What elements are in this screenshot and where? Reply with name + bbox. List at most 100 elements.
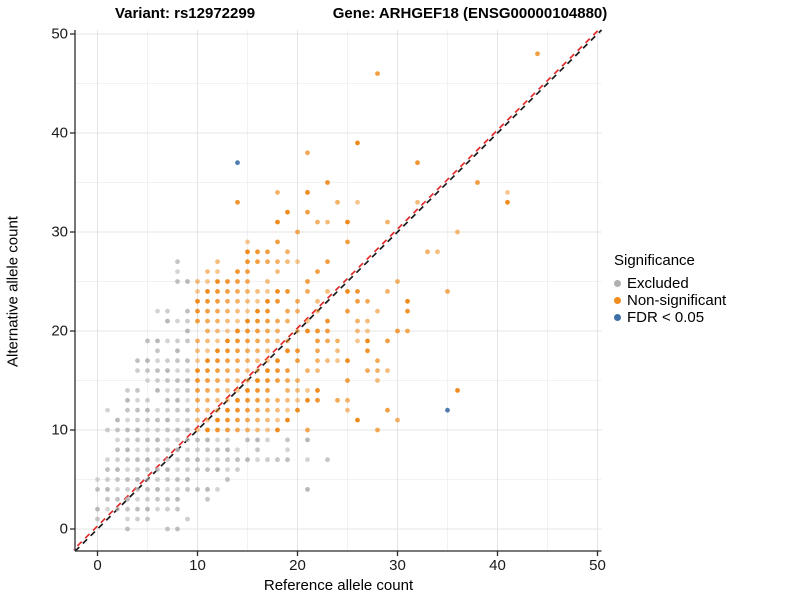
data-point: [125, 407, 130, 413]
data-point: [295, 259, 300, 265]
data-point: [285, 397, 290, 403]
data-point: [305, 437, 310, 443]
data-point: [275, 417, 280, 423]
data-point: [195, 308, 200, 314]
data-point: [175, 259, 180, 265]
data-point: [325, 259, 330, 265]
data-point: [305, 397, 310, 403]
data-point: [185, 368, 190, 373]
data-point: [205, 447, 210, 453]
data-point: [325, 338, 330, 344]
data-point: [185, 467, 190, 472]
data-point: [325, 358, 330, 364]
data-point: [265, 348, 270, 354]
data-point: [235, 308, 240, 314]
data-point: [165, 506, 170, 512]
data-point: [235, 397, 240, 403]
data-point: [505, 199, 510, 205]
data-point: [155, 447, 160, 453]
data-point: [235, 338, 240, 344]
data-point: [285, 447, 290, 453]
data-point: [315, 298, 320, 304]
data-point: [165, 526, 170, 532]
data-point: [255, 348, 260, 354]
data-point: [125, 397, 130, 403]
data-point: [125, 457, 130, 463]
data-point: [165, 496, 170, 502]
data-point: [245, 249, 250, 255]
data-point: [375, 378, 380, 383]
data-point: [245, 358, 250, 364]
data-point: [265, 388, 270, 393]
data-point: [105, 487, 110, 492]
identity-line: [72, 27, 603, 552]
data-point: [255, 259, 260, 265]
data-point: [345, 219, 350, 225]
data-point: [95, 516, 100, 522]
data-point: [215, 467, 220, 472]
data-point: [175, 457, 180, 463]
data-point: [205, 358, 210, 364]
data-point: [105, 457, 110, 463]
data-point: [135, 447, 140, 453]
data-point: [255, 447, 260, 453]
data-point: [185, 318, 190, 324]
data-point: [315, 358, 320, 364]
data-point: [295, 298, 300, 304]
data-point: [145, 496, 150, 502]
data-point: [205, 348, 210, 354]
data-point: [265, 378, 270, 383]
data-point: [265, 249, 270, 255]
data-point: [265, 308, 270, 314]
data-point: [175, 397, 180, 403]
data-point: [215, 279, 220, 284]
x-tick-label: 0: [93, 557, 102, 574]
legend-item-excluded: Excluded: [614, 275, 726, 292]
data-point: [275, 328, 280, 334]
data-point: [205, 407, 210, 413]
data-point: [275, 378, 280, 383]
data-point: [355, 199, 360, 205]
data-point: [115, 427, 120, 433]
data-point: [265, 407, 270, 413]
data-point: [245, 427, 250, 433]
data-point: [165, 417, 170, 423]
data-point: [385, 407, 390, 413]
data-point: [175, 467, 180, 472]
data-point: [245, 378, 250, 383]
data-point: [225, 417, 230, 423]
gridlines: [75, 30, 602, 551]
data-point: [155, 496, 160, 502]
data-point: [425, 249, 430, 255]
data-point: [105, 496, 110, 502]
data-point: [245, 298, 250, 304]
data-point: [385, 219, 390, 225]
data-point: [145, 378, 150, 383]
data-point: [305, 487, 310, 492]
data-point: [175, 279, 180, 284]
data-point: [345, 239, 350, 245]
data-point: [365, 368, 370, 373]
data-point: [115, 477, 120, 482]
data-point: [215, 298, 220, 304]
data-point: [305, 318, 310, 324]
data-point: [265, 437, 270, 443]
data-point: [395, 279, 400, 284]
data-point: [145, 417, 150, 423]
data-point: [205, 457, 210, 463]
data-point: [205, 467, 210, 472]
data-point: [275, 298, 280, 304]
data-point: [275, 269, 280, 274]
data-point: [245, 259, 250, 265]
data-point: [395, 328, 400, 334]
data-point: [195, 388, 200, 393]
data-point: [145, 487, 150, 492]
data-point: [195, 457, 200, 463]
data-point: [165, 477, 170, 482]
data-point: [195, 298, 200, 304]
data-point: [235, 298, 240, 304]
data-point: [225, 407, 230, 413]
data-point: [235, 348, 240, 354]
data-point: [145, 467, 150, 472]
data-point: [175, 348, 180, 354]
